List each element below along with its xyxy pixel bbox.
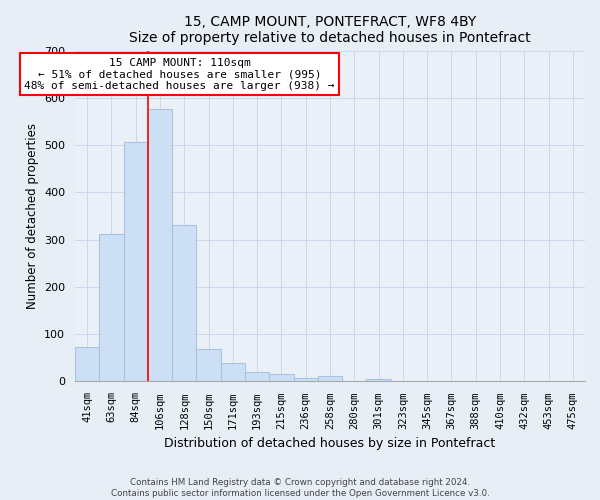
Bar: [367, 378, 391, 382]
Bar: [172, 225, 196, 382]
Bar: [148, 108, 172, 382]
Bar: [124, 142, 148, 382]
Bar: [245, 372, 269, 382]
Bar: [221, 362, 245, 382]
Text: 15 CAMP MOUNT: 110sqm
← 51% of detached houses are smaller (995)
48% of semi-det: 15 CAMP MOUNT: 110sqm ← 51% of detached …: [24, 58, 335, 91]
Bar: [100, 234, 124, 382]
Bar: [269, 374, 293, 382]
Bar: [293, 378, 318, 382]
X-axis label: Distribution of detached houses by size in Pontefract: Distribution of detached houses by size …: [164, 437, 496, 450]
Y-axis label: Number of detached properties: Number of detached properties: [26, 123, 38, 309]
Title: 15, CAMP MOUNT, PONTEFRACT, WF8 4BY
Size of property relative to detached houses: 15, CAMP MOUNT, PONTEFRACT, WF8 4BY Size…: [129, 15, 531, 45]
Bar: [318, 376, 342, 382]
Bar: [75, 348, 100, 382]
Text: Contains HM Land Registry data © Crown copyright and database right 2024.
Contai: Contains HM Land Registry data © Crown c…: [110, 478, 490, 498]
Bar: [196, 350, 221, 382]
